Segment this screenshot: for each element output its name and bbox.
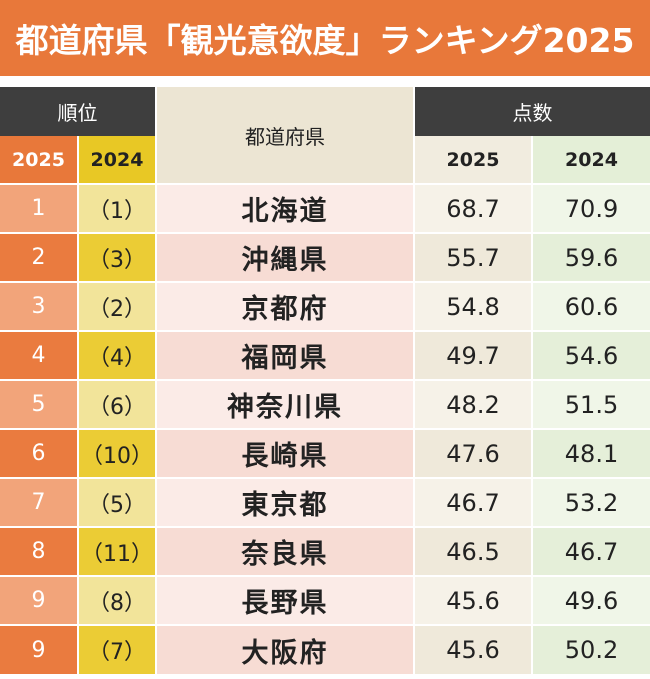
prefecture-cell: 北海道: [156, 183, 415, 233]
rank-2024-cell: （6）: [78, 379, 157, 429]
rank-2025-cell: 2: [0, 232, 79, 282]
score-2025-cell: 46.5: [414, 526, 533, 576]
prefecture-cell: 奈良県: [156, 526, 415, 576]
score-2024-cell: 49.6: [532, 575, 650, 625]
table-row: 6 （10） 長崎県 47.6 48.1: [0, 428, 650, 478]
score-2024-cell: 53.2: [532, 477, 650, 527]
score-2025-cell: 47.6: [414, 428, 533, 478]
rank-2024-cell: （11）: [78, 526, 157, 576]
score-2024-cell: 60.6: [532, 281, 650, 331]
score-2024-cell: 54.6: [532, 330, 650, 380]
score-2024-cell: 48.1: [532, 428, 650, 478]
rank-2024-cell: （8）: [78, 575, 157, 625]
score-2025-header: 2025: [414, 136, 533, 184]
score-2025-cell: 46.7: [414, 477, 533, 527]
rank-2025-cell: 3: [0, 281, 79, 331]
prefecture-cell: 京都府: [156, 281, 415, 331]
score-2024-cell: 51.5: [532, 379, 650, 429]
rank-2024-cell: （5）: [78, 477, 157, 527]
score-2024-cell: 46.7: [532, 526, 650, 576]
table-row: 2 （3） 沖縄県 55.7 59.6: [0, 232, 650, 282]
rank-2025-cell: 9: [0, 575, 79, 625]
rank-2024-cell: （10）: [78, 428, 157, 478]
prefecture-cell: 神奈川県: [156, 379, 415, 429]
score-2025-cell: 45.6: [414, 575, 533, 625]
rank-2024-cell: （3）: [78, 232, 157, 282]
rank-2025-cell: 6: [0, 428, 79, 478]
rank-2024-header: 2024: [78, 136, 157, 184]
table-row: 9 （8） 長野県 45.6 49.6: [0, 575, 650, 625]
prefecture-cell: 東京都: [156, 477, 415, 527]
rank-2024-cell: （2）: [78, 281, 157, 331]
score-2025-cell: 45.6: [414, 624, 533, 674]
rank-2025-cell: 7: [0, 477, 79, 527]
rank-2025-cell: 9: [0, 624, 79, 674]
ranking-body: 1 （1） 北海道 68.7 70.9 2 （3） 沖縄県 55.7 59.6 3 （2） 京都府 54.…: [0, 183, 650, 674]
score-2024-cell: 59.6: [532, 232, 650, 282]
score-2025-cell: 49.7: [414, 330, 533, 380]
prefecture-cell: 福岡県: [156, 330, 415, 380]
rank-group-header: 順位: [0, 87, 157, 136]
rank-2024-cell: （4）: [78, 330, 157, 380]
table-row: 7 （5） 東京都 46.7 53.2: [0, 477, 650, 527]
score-2025-cell: 55.7: [414, 232, 533, 282]
prefecture-header: 都道府県: [156, 87, 415, 184]
table-row: 8 （11） 奈良県 46.5 46.7: [0, 526, 650, 576]
score-2025-cell: 68.7: [414, 183, 533, 233]
rank-2025-cell: 1: [0, 183, 79, 233]
table-row: 5 （6） 神奈川県 48.2 51.5: [0, 379, 650, 429]
title-banner: 都道府県「観光意欲度」ランキング2025: [0, 0, 650, 76]
prefecture-cell: 沖縄県: [156, 232, 415, 282]
score-2024-cell: 70.9: [532, 183, 650, 233]
score-2024-header: 2024: [532, 136, 650, 184]
prefecture-cell: 長崎県: [156, 428, 415, 478]
rank-2024-cell: （1）: [78, 183, 157, 233]
prefecture-cell: 大阪府: [156, 624, 415, 674]
table-row: 9 （7） 大阪府 45.6 50.2: [0, 624, 650, 674]
table-row: 1 （1） 北海道 68.7 70.9: [0, 183, 650, 233]
rank-2025-cell: 8: [0, 526, 79, 576]
score-2025-cell: 54.8: [414, 281, 533, 331]
prefecture-cell: 長野県: [156, 575, 415, 625]
rank-2024-cell: （7）: [78, 624, 157, 674]
page-title: 都道府県「観光意欲度」ランキング2025: [15, 21, 635, 60]
rank-2025-header: 2025: [0, 136, 79, 184]
table-row: 3 （2） 京都府 54.8 60.6: [0, 281, 650, 331]
rank-2025-cell: 4: [0, 330, 79, 380]
score-2025-cell: 48.2: [414, 379, 533, 429]
rank-2025-cell: 5: [0, 379, 79, 429]
table-row: 4 （4） 福岡県 49.7 54.6: [0, 330, 650, 380]
score-2024-cell: 50.2: [532, 624, 650, 674]
score-group-header: 点数: [414, 87, 650, 136]
ranking-table: 順位 都道府県 点数 2025 2024 2025 2024 1 （1） 北海道 68…: [0, 87, 650, 674]
